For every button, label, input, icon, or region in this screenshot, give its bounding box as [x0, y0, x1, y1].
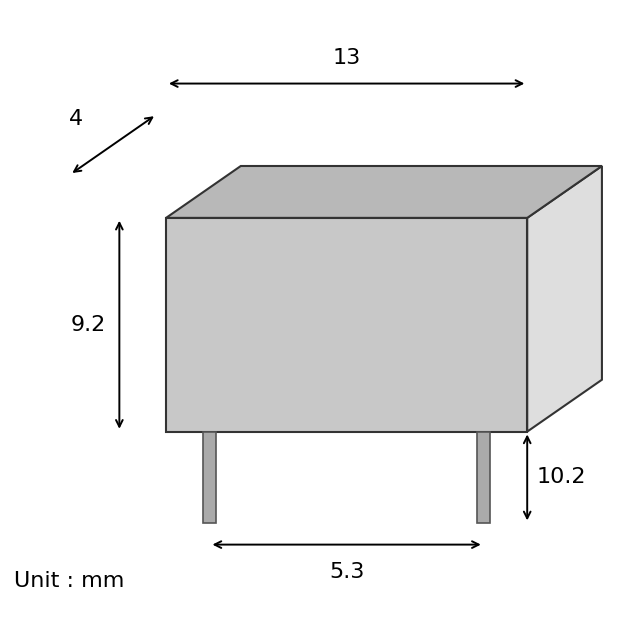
Text: 9.2: 9.2: [71, 315, 106, 335]
Text: 4: 4: [69, 110, 83, 129]
Text: Unit : mm: Unit : mm: [13, 571, 124, 591]
Bar: [203, 431, 216, 523]
Text: 10.2: 10.2: [537, 467, 586, 487]
Polygon shape: [528, 166, 602, 431]
Bar: [477, 431, 490, 523]
Text: 5.3: 5.3: [329, 561, 364, 582]
Bar: [166, 218, 528, 431]
Polygon shape: [166, 166, 602, 218]
Text: 13: 13: [333, 48, 361, 68]
